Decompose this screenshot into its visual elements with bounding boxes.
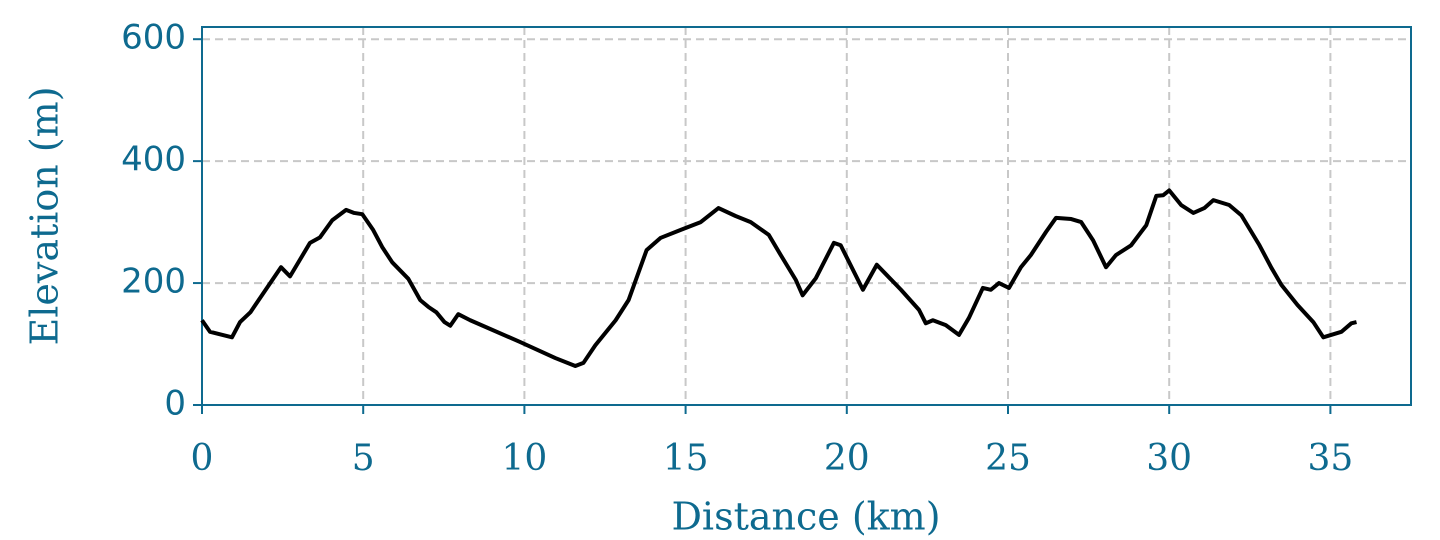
y-tick-label: 200: [121, 262, 186, 302]
x-tick-label: 15: [663, 438, 709, 479]
y-tick-label: 400: [121, 140, 186, 180]
x-tick-label: 35: [1307, 438, 1353, 479]
y-tick-label: 600: [121, 18, 186, 58]
x-tick-label: 0: [191, 438, 214, 479]
x-tick-label: 30: [1146, 438, 1192, 479]
y-axis-label: Elevation (m): [23, 86, 67, 345]
x-tick-label: 25: [985, 438, 1031, 479]
x-tick-label: 10: [501, 438, 547, 479]
plot-frame: [201, 26, 1412, 406]
y-tick-label: 0: [164, 384, 186, 424]
elevation-line: [200, 188, 1357, 368]
x-axis-label: Distance (km): [671, 495, 940, 539]
x-tick-label: 5: [352, 438, 375, 479]
x-tick-label: 20: [824, 438, 870, 479]
